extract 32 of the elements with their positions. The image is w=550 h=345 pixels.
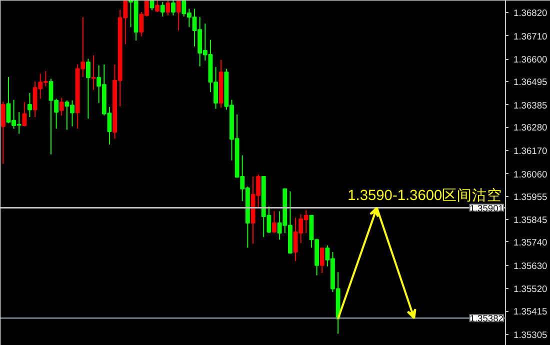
candlestick [171, 0, 176, 16]
y-tick-label: 1.35630 [514, 260, 548, 271]
y-tick-label: 1.36710 [514, 31, 548, 42]
candlestick [28, 92, 32, 118]
candlestick [150, 0, 154, 11]
candlestick [176, 0, 181, 31]
candlestick [272, 210, 276, 232]
candlestick [0, 100, 6, 164]
y-tick-label: 1.36280 [514, 122, 548, 133]
y-tick-label: 1.36600 [514, 54, 548, 65]
y-tick-label: 1.36820 [514, 8, 548, 18]
candlestick [320, 248, 324, 274]
candlestick [91, 54, 96, 90]
candlestick [59, 97, 64, 116]
candlestick [160, 1, 165, 17]
candlestick [166, 0, 170, 16]
candlestick [86, 58, 90, 120]
y-tick-label: 1.36385 [514, 100, 548, 110]
y-tick-label: 1.35955 [514, 192, 548, 202]
ref-line-label: 1.35382 [470, 314, 504, 324]
y-tick-label: 1.36060 [514, 169, 548, 180]
annotation: 1.3590-1.3600区间沽空 [348, 186, 502, 204]
y-tick-label: 1.35305 [514, 330, 548, 340]
y-tick-label: 1.35845 [514, 215, 548, 226]
ref-line-label: 1.35901 [470, 203, 504, 214]
y-tick-label: 1.35415 [514, 306, 548, 317]
candlestick [22, 102, 27, 127]
y-tick-label: 1.35520 [514, 284, 548, 294]
candlestick [155, 0, 160, 12]
y-tick-label: 1.36495 [514, 76, 548, 87]
y-tick-label: 1.35740 [514, 237, 548, 248]
y-tick-label: 1.36170 [514, 146, 548, 156]
